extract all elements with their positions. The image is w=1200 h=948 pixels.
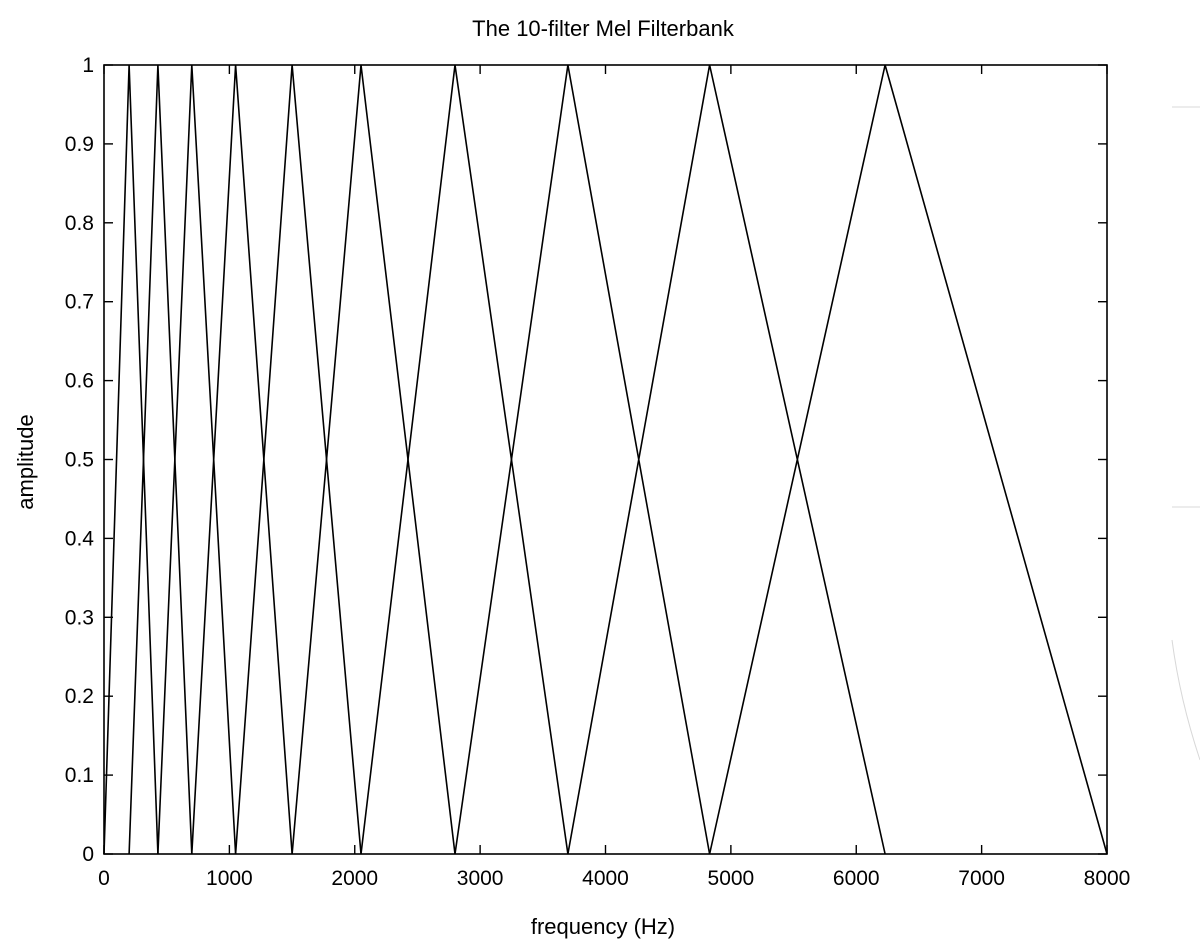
x-tick-label: 0 (98, 867, 110, 890)
y-axis-ticks: 0 0.1 0.2 0.3 0.4 0.5 0.6 0.7 0.8 0.9 1 (65, 54, 1107, 866)
filter-2-line (128, 64, 193, 855)
filter-9-line (567, 64, 886, 855)
filter-10-line (708, 64, 1108, 855)
x-tick-label: 3000 (457, 867, 504, 890)
y-tick-label: 0.6 (65, 370, 94, 393)
plot-area: 0 1000 2000 3000 4000 5000 6000 7000 8000 0 0.1 0.… (65, 54, 1131, 890)
y-tick-label: 0.3 (65, 606, 94, 629)
filter-series-group (103, 64, 1108, 855)
x-tick-label: 6000 (833, 867, 880, 890)
filter-4-line (191, 64, 293, 855)
x-tick-label: 5000 (708, 867, 755, 890)
x-tick-label: 8000 (1084, 867, 1131, 890)
x-axis-label: frequency (Hz) (531, 914, 675, 939)
chart-title: The 10-filter Mel Filterbank (472, 16, 735, 41)
filter-6-line (291, 64, 456, 855)
axes-box (103, 64, 1108, 855)
y-tick-label: 0.5 (65, 449, 94, 472)
y-tick-label: 1 (82, 54, 94, 77)
x-tick-label: 7000 (958, 867, 1005, 890)
x-axis-ticks: 0 1000 2000 3000 4000 5000 6000 7000 8000 (98, 65, 1130, 890)
x-tick-label: 1000 (206, 867, 253, 890)
filter-8-line (454, 64, 711, 855)
y-tick-label: 0.9 (65, 133, 94, 156)
y-tick-label: 0 (82, 843, 94, 866)
y-tick-label: 0.2 (65, 685, 94, 708)
x-tick-label: 4000 (582, 867, 629, 890)
filter-7-line (360, 64, 569, 855)
y-tick-label: 0.8 (65, 212, 94, 235)
filter-5-line (234, 64, 362, 855)
filter-3-line (157, 64, 237, 855)
background-artifact-curve (1171, 639, 1200, 761)
y-tick-label: 0.4 (65, 527, 95, 550)
background-artifacts (1171, 106, 1200, 761)
y-axis-label: amplitude (13, 414, 38, 509)
x-tick-label: 2000 (331, 867, 378, 890)
y-tick-label: 0.1 (65, 764, 94, 787)
y-tick-label: 0.7 (65, 291, 94, 314)
